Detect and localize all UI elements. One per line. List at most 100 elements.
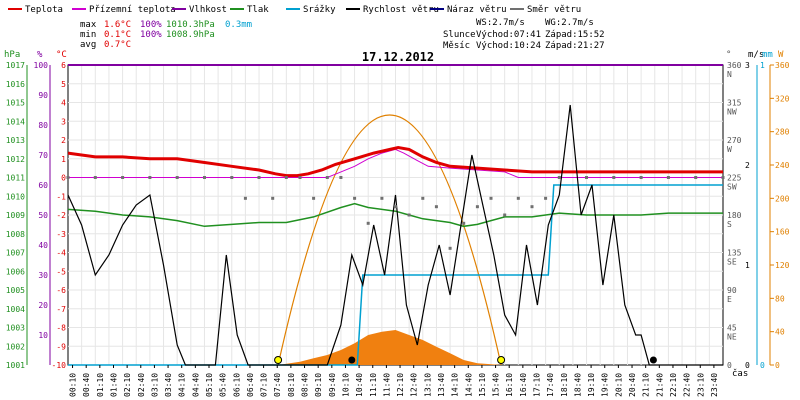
time-tick-label: 15:40 — [492, 373, 501, 397]
time-tick-label: 23:10 — [696, 373, 705, 397]
moon-marker — [348, 356, 356, 364]
solar-tick-label: 120 — [775, 261, 790, 270]
stats-block: max 1.6°C 100% 1010.3hPa 0.3mm min 0.1°C… — [80, 20, 252, 50]
solar-tick-label: 320 — [775, 94, 790, 103]
series — [66, 64, 725, 366]
wind-direction-point — [175, 176, 179, 179]
sun-label: Slunce — [443, 30, 476, 40]
time-tick-label: 09:10 — [314, 373, 323, 397]
moon-rise: Východ:10:24 — [476, 41, 541, 51]
stat-max-hum: 100% — [140, 20, 162, 30]
time-tick-label: 10:10 — [342, 373, 351, 397]
time-tick-label: 14:10 — [451, 373, 460, 397]
time-tick-label: 06:10 — [232, 373, 241, 397]
time-tick-label: 19:40 — [601, 373, 610, 397]
wind-direction-point — [421, 196, 425, 200]
dir-tick-degrees: 270 — [727, 136, 742, 145]
w-unit-label: W — [778, 50, 784, 60]
stat-min-temp: 0.1°C — [104, 30, 131, 40]
time-tick-label: 04:40 — [191, 373, 200, 397]
time-tick-label: 14:40 — [464, 373, 473, 397]
dir-tick-degrees: 90 — [727, 286, 737, 295]
legend-label: Náraz větru — [447, 5, 507, 15]
solar-tick-label: 360 — [775, 61, 790, 70]
left-axes: 1017101610151014101310121011101010091008… — [6, 61, 66, 370]
time-tick-label: 02:10 — [123, 373, 132, 397]
stat-min-press: 1008.9hPa — [166, 30, 215, 40]
temp-tick-label: -9 — [56, 342, 66, 351]
time-tick-label: 20:40 — [628, 373, 637, 397]
wind-tick-label: 2 — [745, 161, 750, 170]
stat-max-temp: 1.6°C — [104, 20, 131, 30]
moon-label: Měsíc — [443, 41, 470, 51]
legend-item: Přízemní teplota — [72, 5, 176, 15]
wind-direction-point — [516, 196, 520, 200]
time-tick-label: 05:10 — [205, 373, 214, 397]
legend-label: Teplota — [25, 5, 63, 15]
wind-direction-point — [353, 196, 357, 200]
dir-tick-degrees: 135 — [727, 249, 742, 258]
time-tick-label: 21:10 — [642, 373, 651, 397]
time-tick-label: 12:10 — [396, 373, 405, 397]
wind-direction-point — [666, 176, 670, 179]
wind-direction-point — [612, 176, 616, 179]
sun-path-arc — [277, 114, 502, 366]
wind-direction-point — [325, 176, 329, 179]
temp-tick-label: -1 — [56, 192, 66, 201]
legend-item: Tlak — [230, 5, 269, 15]
time-tick-label: 08:40 — [301, 373, 310, 397]
temp-tick-label: -3 — [56, 230, 66, 239]
hpa-tick-label: 1005 — [6, 286, 25, 295]
wind-direction-point — [475, 205, 479, 209]
legend-item: Vlhkost — [172, 5, 227, 15]
dir-tick-compass: S — [727, 220, 732, 229]
time-tick-label: 20:10 — [614, 373, 623, 397]
time-tick-label: 16:40 — [519, 373, 528, 397]
time-tick-label: 00:10 — [69, 373, 78, 397]
temp-tick-label: -5 — [56, 267, 66, 276]
mm-unit-label: mm — [762, 50, 773, 60]
legend-label: Rychlost větru — [363, 5, 439, 15]
temp-tick-label: 0 — [61, 174, 66, 183]
wind-direction-point — [312, 196, 316, 200]
ms-unit-label: m/s — [748, 50, 764, 60]
pct-tick-label: 70 — [38, 151, 48, 160]
time-tick-label: 13:40 — [437, 373, 446, 397]
wind-direction-point — [394, 205, 397, 209]
sun-marker — [274, 356, 283, 364]
pct-unit-label: % — [37, 50, 43, 60]
time-tick-label: 03:40 — [164, 373, 173, 397]
wind-direction-point — [148, 176, 152, 179]
time-tick-label: 21:40 — [655, 373, 664, 397]
wind-direction-point — [121, 176, 125, 179]
time-tick-label: 23:40 — [710, 373, 719, 397]
time-tick-label: 10:40 — [355, 373, 364, 397]
temp-tick-label: -8 — [56, 324, 66, 333]
solar-tick-label: 240 — [775, 161, 790, 170]
hpa-tick-label: 1007 — [6, 249, 25, 258]
wind-direction-point — [380, 196, 384, 200]
dir-tick-compass: N — [727, 70, 732, 79]
legend-label: Přízemní teplota — [89, 5, 176, 15]
wind-direction-point — [694, 176, 698, 179]
wind-tick-label: 1 — [745, 261, 750, 270]
x-axis: 00:10 00:40 01:10 01:40 02:10 02:40 03:10 03:40… — [69, 365, 719, 397]
time-tick-label: 18:40 — [573, 373, 582, 397]
time-tick-label: 12:40 — [410, 373, 419, 397]
wind-speed-line — [67, 104, 723, 366]
stat-max-rain: 0.3mm — [225, 20, 252, 30]
right-axes: 360N315NW270W225SW180S135SE90E45NE032101… — [727, 61, 790, 370]
temp-tick-label: -4 — [56, 249, 66, 258]
hpa-tick-label: 1016 — [6, 80, 25, 89]
wind-direction-point — [366, 221, 370, 225]
time-tick-label: 11:10 — [369, 373, 378, 397]
time-tick-label: 03:10 — [150, 373, 159, 397]
wind-direction-point — [489, 196, 493, 200]
pct-tick-label: 20 — [38, 301, 48, 310]
legend-label: Vlhkost — [189, 5, 227, 15]
wind-direction-point — [339, 176, 343, 179]
hpa-tick-label: 1004 — [6, 305, 25, 314]
solar-tick-label: 0 — [775, 361, 780, 370]
temp-tick-label: 1 — [61, 155, 66, 164]
wind-speed-info: WS:2.7m/s — [476, 18, 525, 28]
